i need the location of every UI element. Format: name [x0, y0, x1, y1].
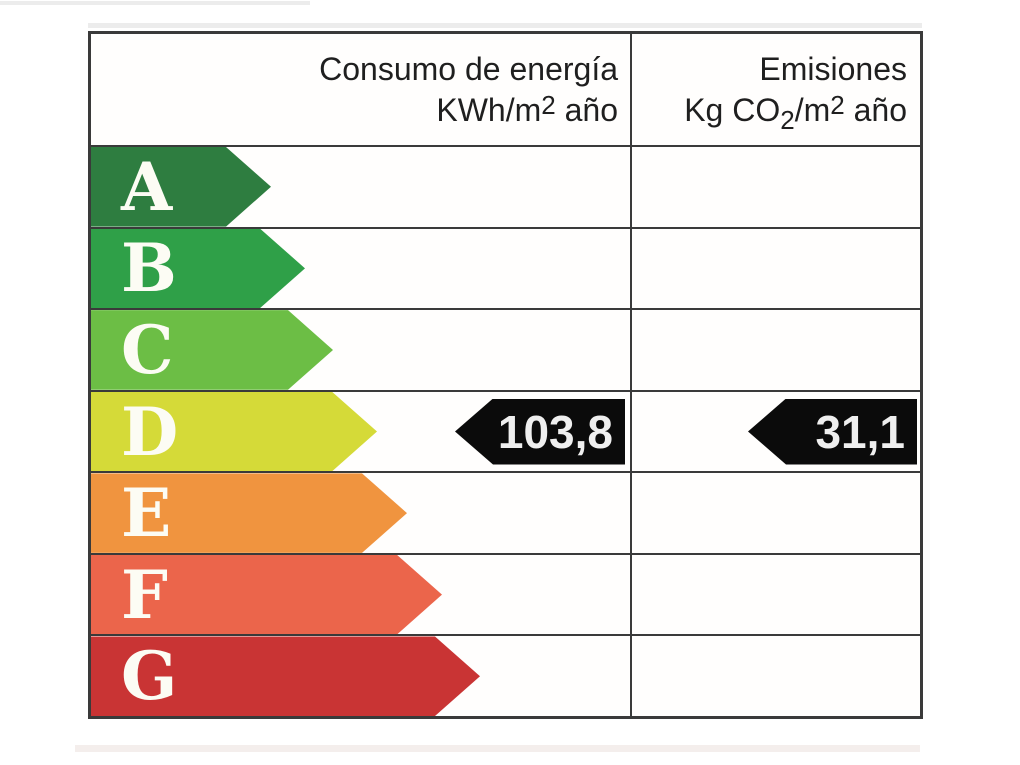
rating-row-d: D 103,8 31,1 [91, 389, 920, 472]
rating-row-g: G [91, 634, 920, 717]
rating-arrow-f: F [91, 555, 442, 635]
scan-artifact-top [0, 1, 310, 5]
consumption-value: 103,8 [497, 405, 613, 458]
scan-artifact-above-table [88, 23, 922, 28]
rating-row-f: F [91, 552, 920, 635]
rating-letter-e: E [121, 474, 172, 553]
rating-arrow-b: B [91, 229, 305, 309]
consumption-unit: KWh/m2 año [436, 90, 618, 128]
rating-arrow-e: E [91, 473, 407, 553]
subscript-2: 2 [780, 105, 795, 135]
rating-letter-d: D [121, 392, 179, 471]
table-header: Consumo de energía KWh/m2 año Emisiones … [91, 34, 920, 147]
rating-row-a: A [91, 147, 920, 227]
rating-row-e: E [91, 471, 920, 553]
energy-rating-table: Consumo de energía KWh/m2 año Emisiones … [88, 31, 923, 719]
rating-letter-a: A [121, 147, 173, 226]
rating-arrow-c: C [91, 310, 333, 390]
header-emissions: Emisiones Kg CO2/m2 año [632, 34, 920, 145]
rating-arrow-a: A [91, 147, 271, 227]
rating-letter-c: C [121, 310, 174, 389]
rating-letter-g: G [121, 637, 178, 716]
rating-letter-b: B [121, 229, 177, 308]
rating-row-c: C [91, 308, 920, 390]
scan-artifact-below-table [75, 745, 920, 752]
rating-arrow-g: G [91, 636, 480, 716]
emissions-unit: Kg CO2/m2 año [684, 90, 907, 135]
column-divider [630, 34, 632, 716]
superscript-2: 2 [830, 90, 845, 120]
superscript-2: 2 [541, 90, 556, 120]
consumption-title: Consumo de energía [319, 51, 618, 87]
rating-rows: A B C D 103,8 31,1 E [91, 147, 920, 717]
consumption-value-arrow: 103,8 [455, 398, 625, 465]
rating-letter-f: F [121, 555, 168, 634]
emissions-value: 31,1 [815, 405, 905, 458]
rating-row-b: B [91, 226, 920, 309]
rating-arrow-d: D [91, 392, 377, 472]
emissions-value-arrow: 31,1 [748, 398, 917, 465]
emissions-title: Emisiones [759, 51, 907, 87]
header-consumption: Consumo de energía KWh/m2 año [91, 34, 632, 145]
